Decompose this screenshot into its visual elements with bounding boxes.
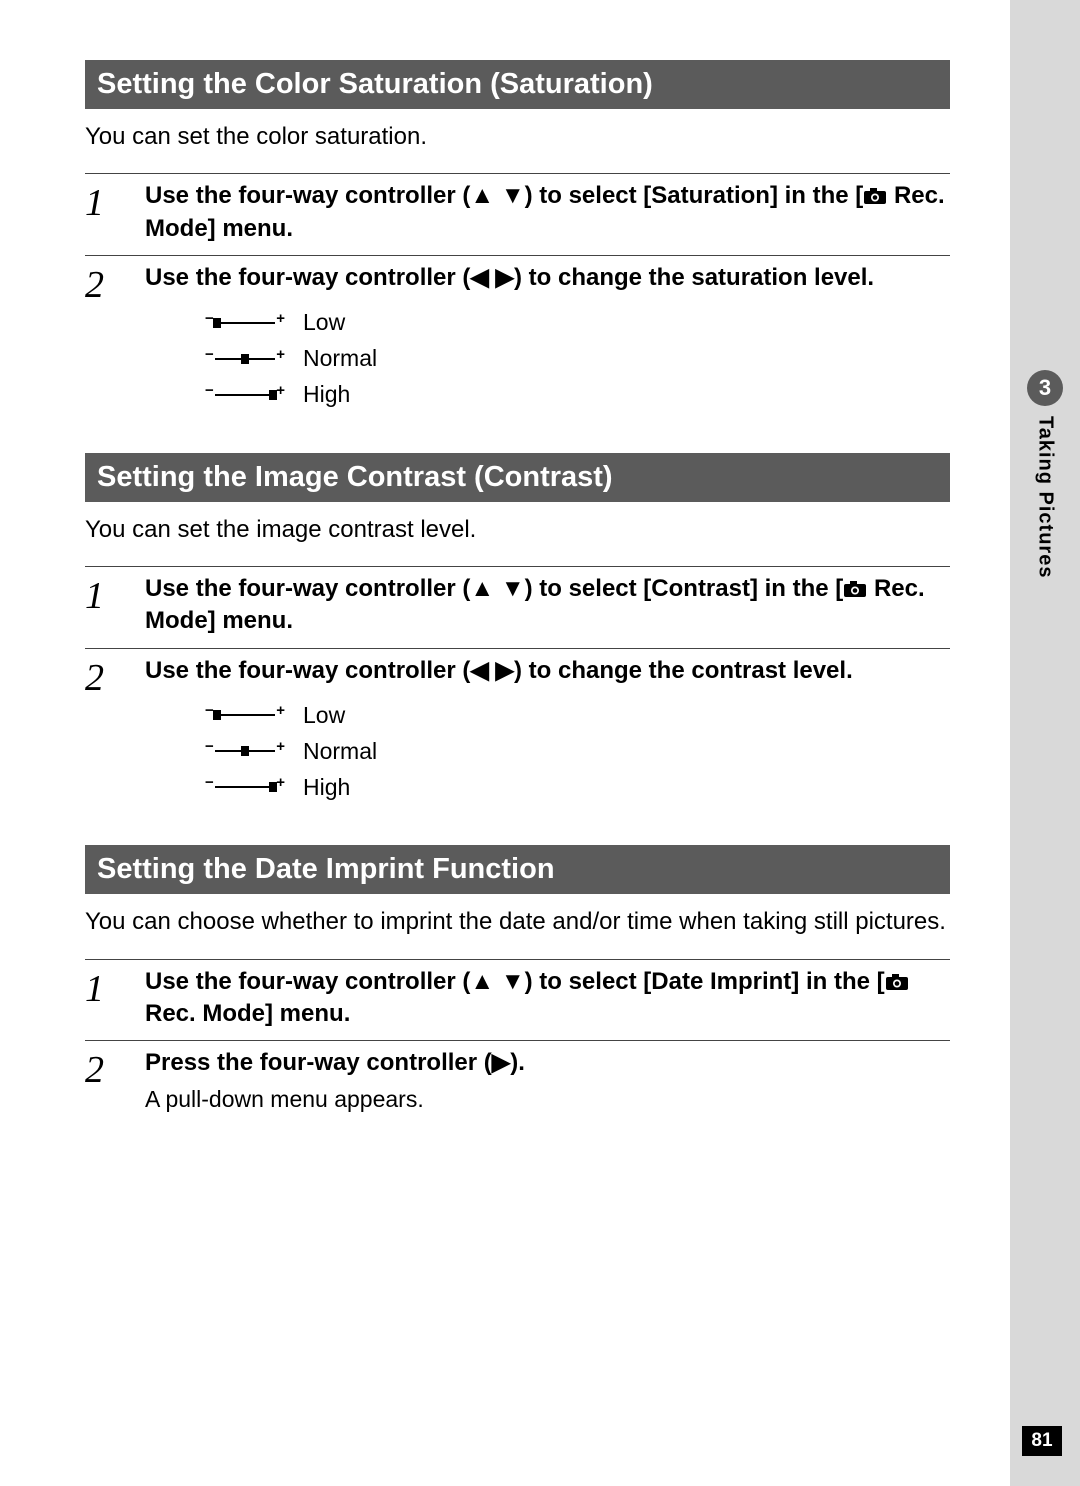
- step-number: 1: [85, 180, 145, 245]
- step-instruction: Use the four-way controller (▲ ▼) to sel…: [145, 575, 925, 634]
- step-instruction: Use the four-way controller (▲ ▼) to sel…: [145, 182, 945, 241]
- arrow-icon: ◀: [470, 657, 488, 684]
- page-number: 81: [1022, 1426, 1062, 1456]
- manual-page: Setting the Color Saturation (Saturation…: [0, 0, 1010, 1486]
- arrow-icon: ▶: [492, 1049, 510, 1076]
- level-label: Normal: [303, 736, 377, 767]
- level-label: Low: [303, 700, 345, 731]
- level-row: −+High: [205, 769, 950, 805]
- step: 1Use the four-way controller (▲ ▼) to se…: [85, 566, 950, 638]
- step-body: Use the four-way controller (▲ ▼) to sel…: [145, 573, 950, 638]
- camera-icon: [885, 973, 909, 991]
- chapter-number-badge: 3: [1027, 370, 1063, 406]
- arrow-icon: ▲: [470, 575, 494, 602]
- step-body: Use the four-way controller (◀ ▶) to cha…: [145, 655, 950, 805]
- level-slider-icon: −+: [205, 741, 285, 761]
- step-body: Press the four-way controller (▶). A pull…: [145, 1047, 950, 1114]
- level-row: −+Normal: [205, 341, 950, 377]
- plus-icon: +: [276, 773, 285, 793]
- arrow-icon: ▼: [501, 182, 525, 209]
- level-label: High: [303, 379, 350, 410]
- camera-icon: [843, 580, 867, 598]
- step-instruction: Use the four-way controller (◀ ▶) to cha…: [145, 264, 874, 291]
- plus-icon: +: [276, 737, 285, 757]
- level-list: −+Low−+Normal−+High: [205, 305, 950, 413]
- level-list: −+Low−+Normal−+High: [205, 697, 950, 805]
- level-slider-icon: −+: [205, 313, 285, 333]
- section-header: Setting the Color Saturation (Saturation…: [85, 60, 950, 109]
- section-header: Setting the Image Contrast (Contrast): [85, 453, 950, 502]
- step-body: Use the four-way controller (◀ ▶) to cha…: [145, 262, 950, 412]
- arrow-icon: ▶: [496, 657, 514, 684]
- level-row: −+ Low: [205, 305, 950, 341]
- camera-icon: [863, 187, 887, 205]
- level-slider-icon: −+: [205, 705, 285, 725]
- step-number: 2: [85, 1047, 145, 1114]
- section-header: Setting the Date Imprint Function: [85, 845, 950, 894]
- arrow-icon: ▶: [496, 264, 514, 291]
- arrow-icon: ▲: [470, 182, 494, 209]
- minus-icon: −: [205, 381, 214, 401]
- section-intro: You can set the color saturation.: [85, 121, 950, 153]
- step-subtext: A pull-down menu appears.: [145, 1084, 950, 1115]
- level-label: Normal: [303, 343, 377, 374]
- minus-icon: −: [205, 345, 214, 365]
- step: 1Use the four-way controller (▲ ▼) to se…: [85, 959, 950, 1031]
- step-number: 1: [85, 573, 145, 638]
- minus-icon: −: [205, 737, 214, 757]
- section: Setting the Date Imprint Function You can…: [85, 845, 950, 1115]
- level-row: −+Normal: [205, 733, 950, 769]
- arrow-icon: ◀: [470, 264, 488, 291]
- step-number: 1: [85, 966, 145, 1031]
- level-slider-icon: −+: [205, 385, 285, 405]
- level-slider-icon: −+: [205, 349, 285, 369]
- plus-icon: +: [276, 345, 285, 365]
- step-body: Use the four-way controller (▲ ▼) to sel…: [145, 180, 950, 245]
- step: 2Use the four-way controller (◀ ▶) to ch…: [85, 648, 950, 805]
- step-number: 2: [85, 655, 145, 805]
- section-intro: You can choose whether to imprint the da…: [85, 906, 950, 938]
- section: Setting the Image Contrast (Contrast) You…: [85, 453, 950, 806]
- section-intro: You can set the image contrast level.: [85, 514, 950, 546]
- level-label: High: [303, 772, 350, 803]
- arrow-icon: ▲: [470, 968, 494, 995]
- level-label: Low: [303, 307, 345, 338]
- minus-icon: −: [205, 773, 214, 793]
- chapter-label: Taking Pictures: [1034, 416, 1057, 578]
- section: Setting the Color Saturation (Saturation…: [85, 60, 950, 413]
- chapter-tab: 3 Taking Pictures: [1025, 370, 1065, 578]
- step-instruction: Press the four-way controller (▶).: [145, 1049, 525, 1076]
- plus-icon: +: [276, 701, 285, 721]
- right-gutter: 3 Taking Pictures 81: [1010, 0, 1080, 1486]
- step-instruction: Use the four-way controller (▲ ▼) to sel…: [145, 968, 909, 1027]
- step-number: 2: [85, 262, 145, 412]
- arrow-icon: ▼: [501, 575, 525, 602]
- plus-icon: +: [276, 309, 285, 329]
- arrow-icon: ▼: [501, 968, 525, 995]
- level-row: −+High: [205, 377, 950, 413]
- step-instruction: Use the four-way controller (◀ ▶) to cha…: [145, 657, 853, 684]
- step: 2Use the four-way controller (◀ ▶) to ch…: [85, 255, 950, 412]
- plus-icon: +: [276, 381, 285, 401]
- step: 2Press the four-way controller (▶). A pul…: [85, 1040, 950, 1114]
- step-body: Use the four-way controller (▲ ▼) to sel…: [145, 966, 950, 1031]
- step: 1Use the four-way controller (▲ ▼) to se…: [85, 173, 950, 245]
- level-slider-icon: −+: [205, 777, 285, 797]
- level-row: −+ Low: [205, 697, 950, 733]
